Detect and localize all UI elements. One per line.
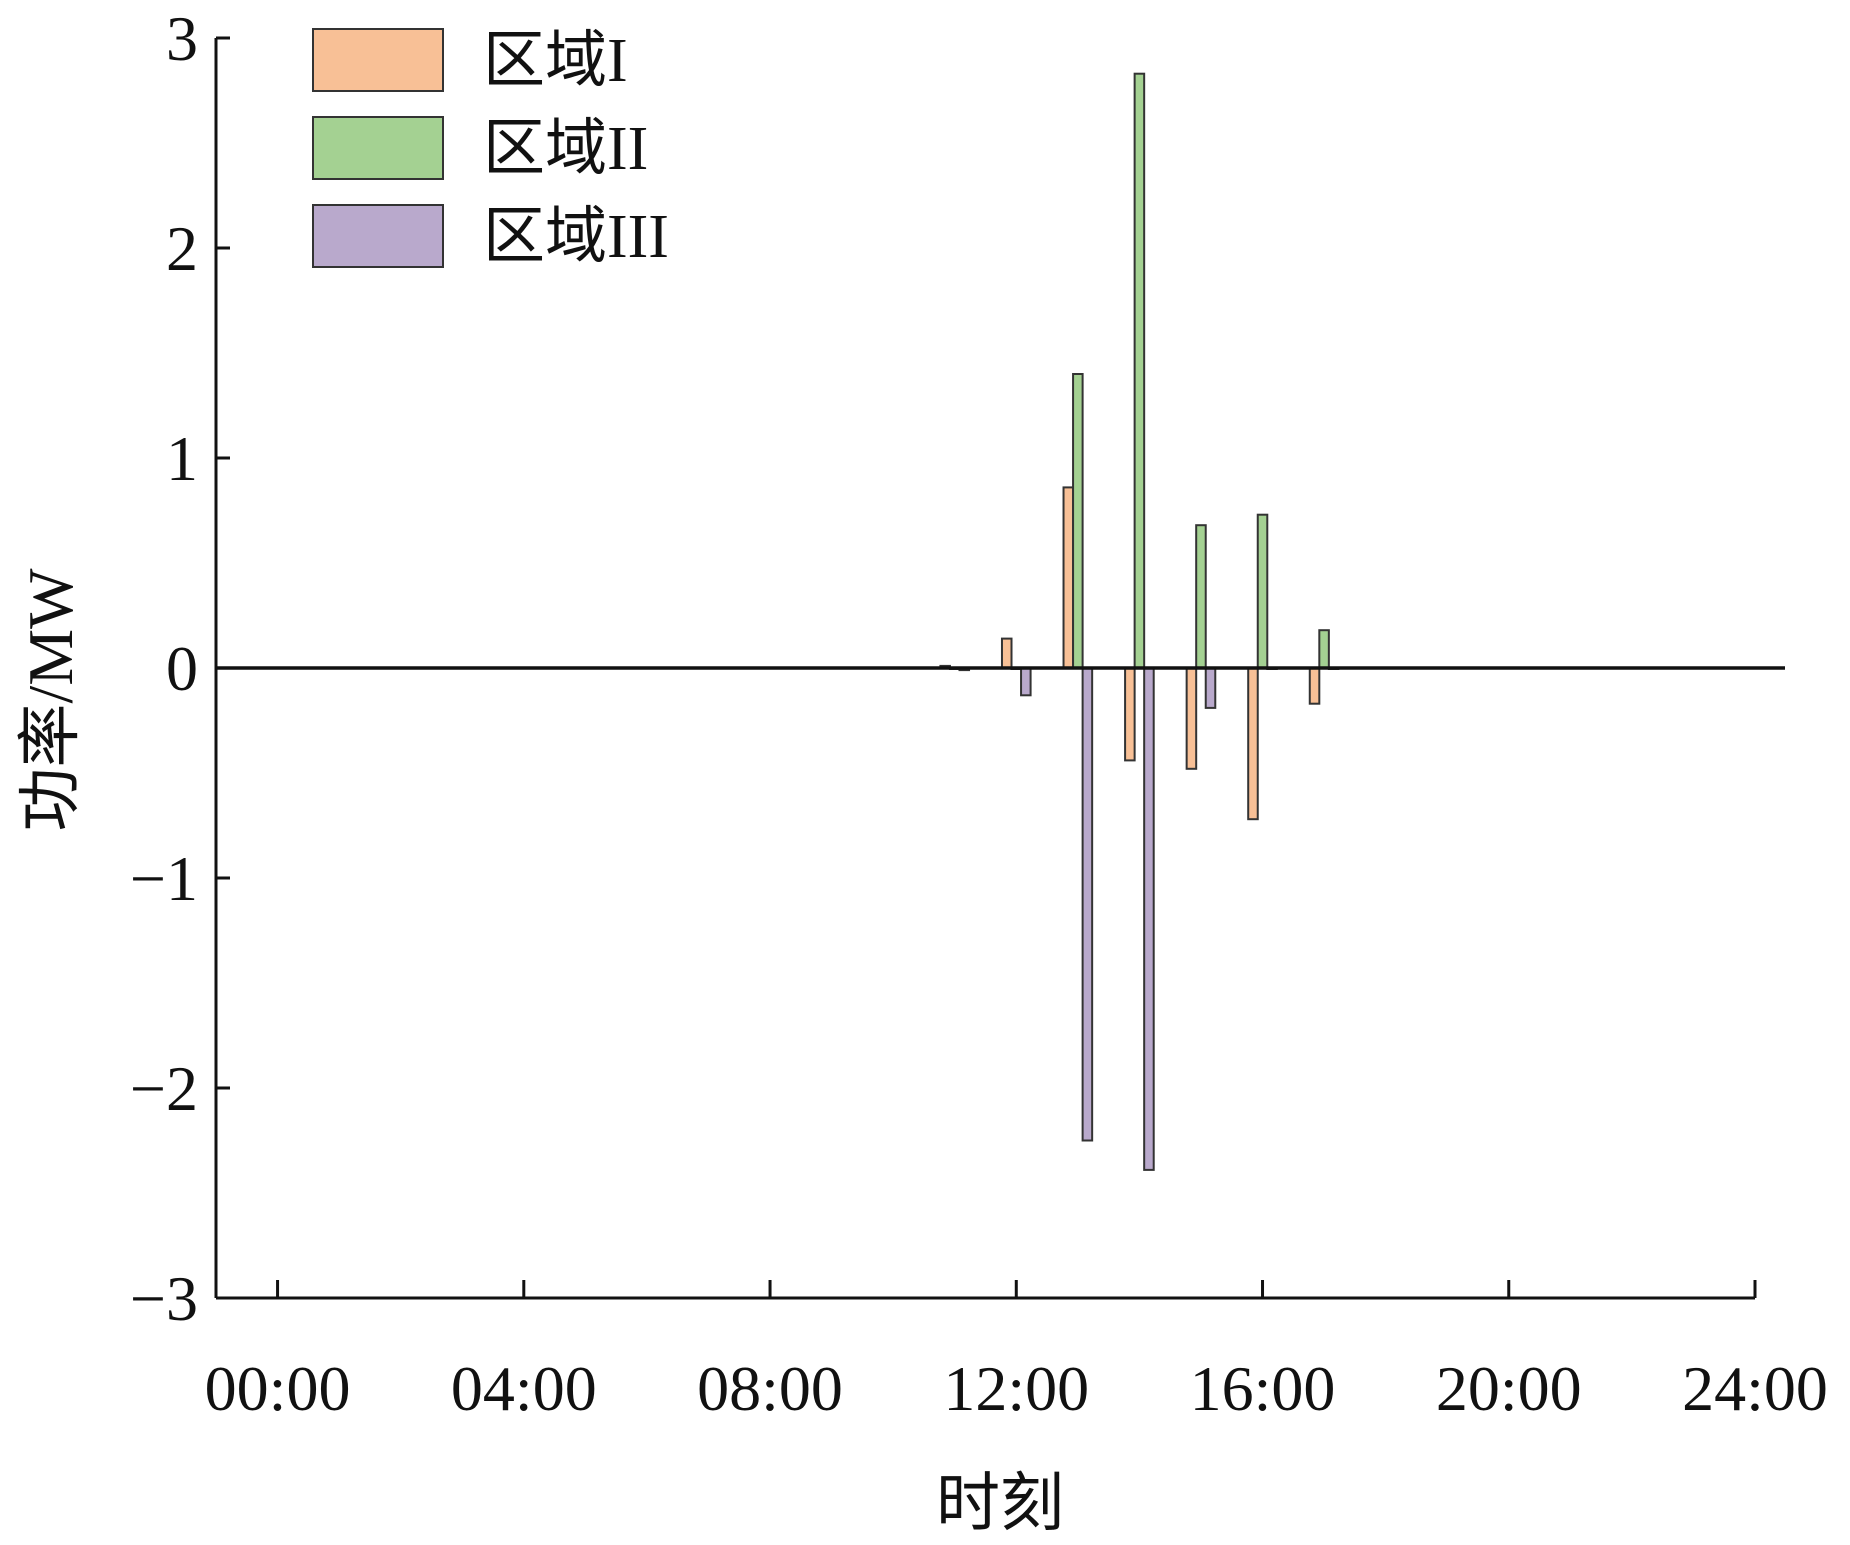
- y-tick-label: −2: [130, 1053, 198, 1124]
- y-tick-label: 2: [166, 213, 198, 284]
- bar-3-2: [1020, 667, 1032, 697]
- y-tick-label: 0: [166, 633, 198, 704]
- bar-1-2: [1000, 637, 1013, 669]
- bar-1-3: [1062, 486, 1075, 669]
- bar-3-4: [1143, 667, 1155, 1171]
- y-tick-label: 3: [166, 3, 198, 74]
- bar-1-4: [1124, 667, 1136, 762]
- x-tick-label: 20:00: [1436, 1353, 1582, 1424]
- x-tick-label: 08:00: [697, 1353, 843, 1424]
- x-axis-label: 时刻: [936, 1468, 1064, 1539]
- legend-label-2: 区域II: [483, 115, 648, 183]
- x-tick-label: 04:00: [451, 1353, 597, 1424]
- legend-swatch-2: [312, 116, 444, 180]
- x-tick-label: 00:00: [205, 1353, 351, 1424]
- y-tick-label: −3: [130, 1263, 198, 1334]
- y-axis-label: 功率/MW: [15, 568, 86, 832]
- bar-1-6: [1247, 667, 1259, 821]
- y-tick-label: −1: [130, 843, 198, 914]
- bar-1-5: [1185, 667, 1198, 770]
- bar-2-5: [1195, 524, 1207, 670]
- x-tick-label: 24:00: [1682, 1353, 1828, 1424]
- bar-1-7: [1308, 667, 1321, 705]
- legend: 区域I 区域II 区域III: [312, 27, 669, 271]
- bar-3-3: [1081, 667, 1094, 1142]
- legend-swatch-1: [312, 28, 444, 92]
- legend-label-1: 区域I: [483, 27, 628, 95]
- bar-2-4: [1133, 72, 1146, 669]
- axes: 3 2 1 0 −1 −2 −300:00 04:00 08:00 12:00 16:00 20:00…: [130, 3, 1828, 1424]
- x-tick-label: 16:00: [1190, 1353, 1336, 1424]
- legend-label-3: 区域III: [483, 203, 669, 271]
- legend-swatch-3: [312, 204, 444, 268]
- x-tick-label: 12:00: [943, 1353, 1089, 1424]
- bars: [939, 72, 1340, 1171]
- bar-2-6: [1256, 513, 1269, 670]
- y-tick-label: 1: [166, 423, 198, 494]
- bar-3-5: [1204, 667, 1217, 709]
- bar-2-7: [1318, 629, 1330, 670]
- bar-2-3: [1072, 373, 1084, 669]
